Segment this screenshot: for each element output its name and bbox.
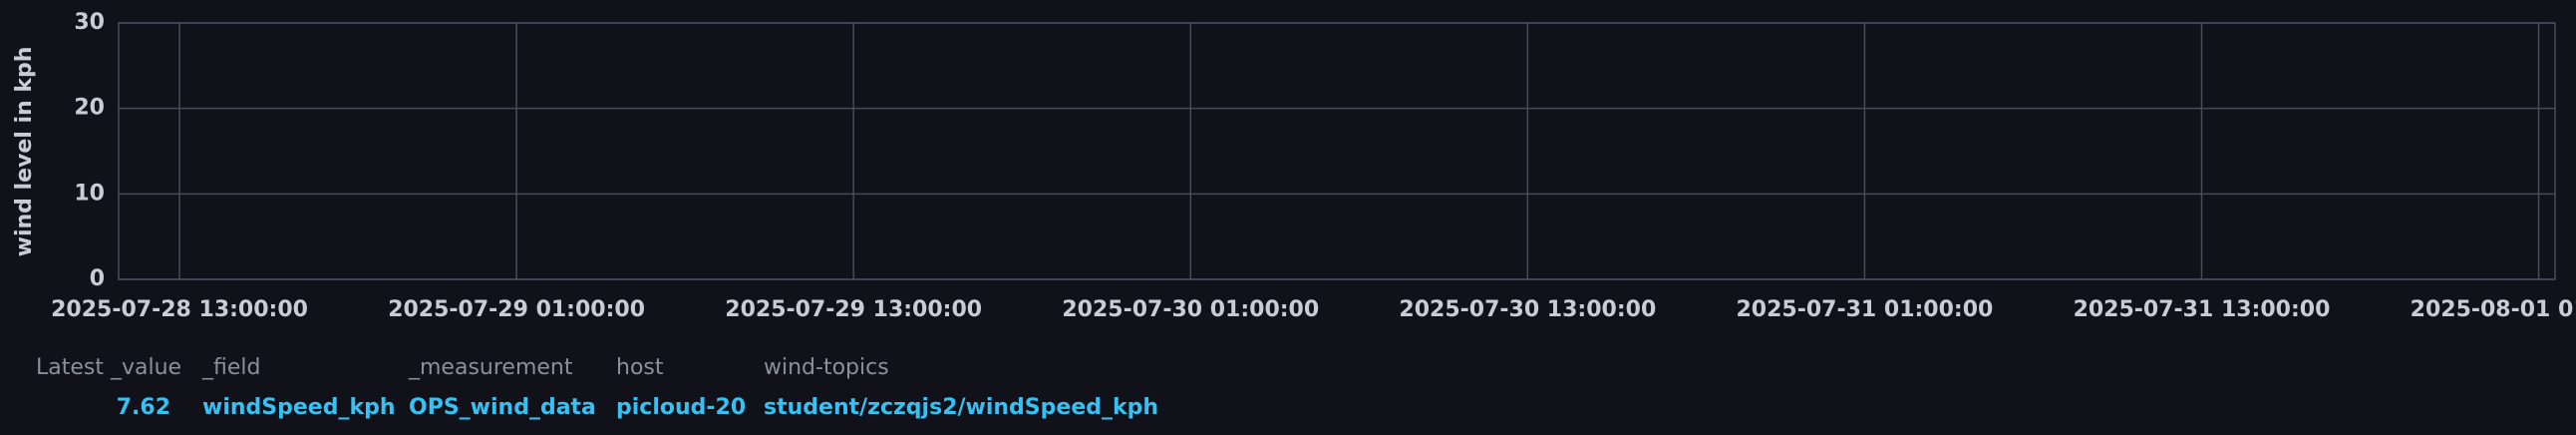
- y-tick-label: 30: [74, 10, 105, 35]
- y-axis-label: wind level in kph: [12, 47, 37, 257]
- legend-header: host: [616, 355, 664, 380]
- legend-cell: 7.62: [117, 395, 170, 420]
- x-tick-label: 2025-07-31 01:00:00: [1737, 297, 1994, 322]
- legend-header: Latest _value: [36, 355, 181, 380]
- plot-frame: [118, 22, 2556, 280]
- x-tick-label: 2025-08-01 01:00:00: [2411, 297, 2576, 322]
- x-tick-label: 2025-07-29 13:00:00: [725, 297, 982, 322]
- legend-cell: student/zczqjs2/windSpeed_kph: [764, 395, 1158, 420]
- legend-cell: picloud-20: [616, 395, 746, 420]
- legend-header: _field: [201, 355, 260, 380]
- x-tick-label: 2025-07-30 01:00:00: [1062, 297, 1319, 322]
- legend-cell: OPS_wind_data: [409, 395, 596, 420]
- y-tick-label: 0: [90, 266, 105, 291]
- legend-cell: windSpeed_kph: [202, 395, 396, 420]
- x-tick-label: 2025-07-29 01:00:00: [388, 297, 645, 322]
- x-tick-label: 2025-07-28 13:00:00: [51, 297, 308, 322]
- x-tick-label: 2025-07-30 13:00:00: [1399, 297, 1656, 322]
- y-tick-label: 20: [74, 96, 105, 121]
- x-tick-label: 2025-07-31 13:00:00: [2074, 297, 2331, 322]
- legend-header: _measurement: [408, 355, 573, 380]
- legend-header: wind-topics: [764, 355, 889, 380]
- y-tick-label: 10: [74, 181, 105, 206]
